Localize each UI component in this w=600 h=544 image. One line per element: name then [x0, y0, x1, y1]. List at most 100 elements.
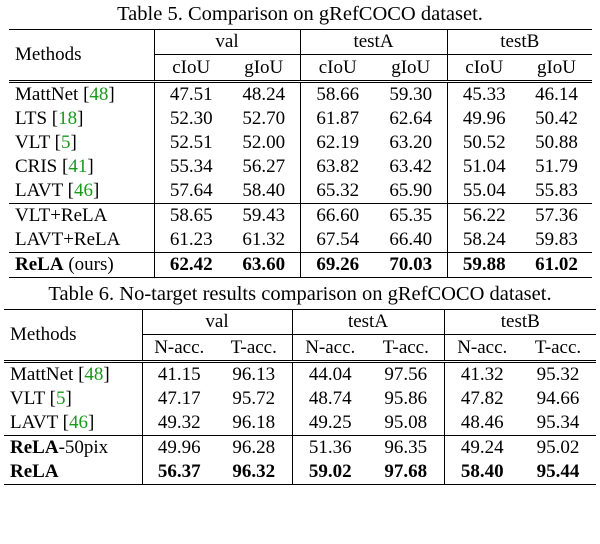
table6: Methods val testA testB N-acc. T-acc. N-… [4, 309, 597, 485]
value-cell: 62.19 [299, 131, 375, 155]
value-cell: 48.74 [291, 387, 368, 411]
method-name-text: LTS [15, 108, 48, 129]
value-cell: 52.00 [242, 132, 286, 153]
value-cell: 95.08 [384, 412, 428, 433]
value-cell: 48.46 [443, 411, 521, 436]
value-cell: 61.87 [299, 107, 375, 131]
method-name: ReLA-50pix [4, 436, 142, 461]
value-cell: 63.82 [299, 155, 375, 179]
value-cell: 41.32 [443, 361, 521, 387]
value-cell: 70.03 [375, 253, 447, 278]
value-cell: 66.60 [299, 203, 375, 228]
table-row: MattNet [48] 41.15 96.13 44.04 97.56 41.32 95.… [4, 361, 597, 387]
value-cell: 59.30 [389, 84, 433, 105]
method-name-bold: ReLA [10, 461, 59, 482]
value-cell: 52.51 [153, 131, 228, 155]
value-cell: 63.60 [228, 253, 300, 278]
value-cell: 49.25 [291, 411, 368, 436]
value-cell: 56.27 [242, 156, 286, 177]
citation-link: 5 [60, 132, 71, 153]
value-cell: 58.24 [446, 228, 522, 253]
value-cell: 67.54 [299, 228, 375, 253]
value-cell: 61.32 [242, 229, 286, 250]
subheader: cIoU [299, 54, 375, 82]
subheader: gIoU [391, 56, 431, 78]
group-header-testA: testA [299, 29, 448, 55]
value-cell: 96.32 [216, 460, 292, 485]
method-name-text: VLT [10, 388, 45, 409]
value-cell: 97.56 [384, 364, 428, 385]
value-cell: 49.96 [446, 107, 522, 131]
method-name-text: CRIS [15, 156, 58, 177]
group-header-testA: testA [291, 309, 445, 335]
methods-header: Methods [10, 324, 77, 345]
value-bold: 61.02 [535, 254, 578, 275]
value-cell: 59.88 [446, 252, 522, 278]
method-name: LAVT+ReLA [9, 228, 154, 253]
value-cell: 55.83 [535, 180, 578, 201]
value-bold: 62.42 [169, 254, 213, 275]
methods-header: Methods [15, 44, 82, 65]
value-cell: 47.51 [153, 81, 228, 107]
method-name: CRIS [41] [15, 156, 94, 177]
group-header-testB: testB [443, 309, 597, 335]
table-row: MattNet [48] 47.51 48.24 58.66 59.30 45.33 46.… [9, 81, 593, 107]
value-cell: 58.65 [153, 203, 228, 228]
subheader: gIoU [536, 56, 577, 78]
value-cell: 58.40 [242, 180, 286, 201]
subheader: T-acc. [382, 336, 429, 358]
table6-body: MattNet [48] 41.15 96.13 44.04 97.56 41.32 95.… [4, 361, 597, 485]
value-cell: 50.88 [535, 132, 578, 153]
value-cell: 59.02 [291, 460, 368, 485]
subheader: N-acc. [141, 334, 216, 362]
value-cell: 49.24 [443, 435, 521, 460]
value-cell: 55.34 [153, 155, 228, 179]
value-cell: 51.04 [446, 155, 522, 179]
group-header-testB: testB [446, 29, 593, 55]
value-cell: 95.32 [536, 364, 580, 385]
method-name: LAVT [46] [10, 412, 95, 433]
value-cell: 47.82 [443, 387, 521, 411]
method-name-bold: ReLA [10, 437, 59, 458]
value-bold: 58.40 [460, 461, 504, 482]
citation-link: 18 [58, 108, 78, 129]
value-cell: 96.28 [232, 437, 276, 458]
value-cell: 61.23 [153, 228, 228, 253]
value-cell: 62.42 [153, 252, 228, 278]
method-name-text: MattNet [15, 84, 79, 105]
value-cell: 56.22 [446, 203, 522, 228]
method-name-text: VLT+ReLA [15, 205, 108, 226]
value-cell: 63.42 [389, 156, 433, 177]
method-name-text: VLT [15, 132, 50, 153]
table-row: LAVT [46] 49.32 96.18 49.25 95.08 48.46 95.34 [4, 411, 596, 436]
value-cell: 62.64 [389, 108, 433, 129]
table6-caption: Table 6. No-target results comparison on… [48, 283, 552, 305]
method-name: LAVT [46] [15, 180, 100, 201]
value-cell: 46.14 [535, 84, 578, 105]
method-name-bold: ReLA [15, 254, 64, 275]
value-cell: 66.40 [389, 229, 433, 250]
table5-body: MattNet [48] 47.51 48.24 58.66 59.30 45.33 46.… [9, 81, 593, 278]
method-name: VLT [5] [10, 388, 72, 409]
value-cell: 55.04 [446, 179, 522, 204]
citation-link: 48 [89, 84, 109, 105]
value-cell: 61.02 [521, 253, 592, 278]
subheader: gIoU [244, 56, 284, 78]
value-cell: 52.30 [153, 107, 228, 131]
table-row: LAVT+ReLA 61.23 61.32 67.54 66.40 58.24 59.83 [9, 228, 592, 253]
value-cell: 41.15 [141, 361, 216, 387]
value-cell: 95.44 [520, 460, 596, 485]
value-cell: 95.86 [384, 388, 428, 409]
value-bold: 70.03 [389, 254, 433, 275]
table-row: LTS [18] 52.30 52.70 61.87 62.64 49.96 50.42 [9, 107, 592, 131]
value-bold: 95.44 [536, 461, 580, 482]
method-name: MattNet [48] [10, 364, 110, 385]
table-row: VLT+ReLA 58.65 59.43 66.60 65.35 56.22 57.36 [9, 203, 593, 228]
subheader: T-acc. [230, 336, 277, 358]
value-cell: 49.96 [141, 435, 216, 460]
table-row: CRIS [41] 55.34 56.27 63.82 63.42 51.04 51.79 [9, 155, 592, 179]
value-cell: 52.70 [242, 108, 286, 129]
method-name-suffix: -50pix [58, 437, 109, 458]
method-name-suffix: (ours) [63, 254, 114, 275]
method-name: VLT [5] [15, 132, 77, 153]
